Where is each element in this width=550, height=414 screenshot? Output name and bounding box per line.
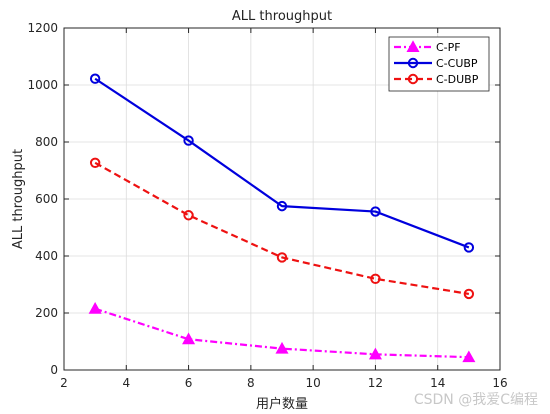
data-point-c-dubp xyxy=(183,210,194,221)
x-axis-ticks: 2 4 6 8 10 12 14 16 xyxy=(60,28,508,390)
y-tick-label: 200 xyxy=(35,306,58,320)
chart-title: ALL throughput xyxy=(232,9,332,24)
data-point-c-dubp xyxy=(89,157,101,169)
legend-entry-c-cubp: C-CUBP xyxy=(394,57,478,70)
legend-label-c-dubp: C-DUBP xyxy=(436,73,479,86)
series-layer xyxy=(88,73,476,363)
x-axis-label: 用户数量 xyxy=(256,396,308,412)
data-point-c-cubp xyxy=(463,242,475,253)
data-point-c-cubp xyxy=(276,200,288,212)
series-line-c-dubp xyxy=(94,161,470,295)
legend-entry-c-pf: C-PF xyxy=(394,40,461,54)
x-tick-label: 16 xyxy=(492,376,507,390)
series-c-cubp xyxy=(89,73,475,253)
y-tick-label: 400 xyxy=(35,249,58,263)
legend-marker-c-pf xyxy=(406,40,420,53)
watermark-text: CSDN @我爱C编程 xyxy=(414,392,538,408)
data-point-c-pf xyxy=(88,301,102,314)
x-tick-label: 10 xyxy=(306,376,321,390)
x-tick-label: 14 xyxy=(430,376,445,390)
legend-label-c-cubp: C-CUBP xyxy=(436,57,478,70)
x-tick-label: 8 xyxy=(247,376,255,390)
x-tick-label: 12 xyxy=(368,376,383,390)
legend-marker-c-dubp xyxy=(407,73,419,85)
x-tick-label: 4 xyxy=(122,376,130,390)
data-point-c-pf xyxy=(275,341,289,354)
legend-marker-c-cubp xyxy=(407,57,419,69)
x-tick-label: 2 xyxy=(60,376,68,390)
series-line-c-cubp xyxy=(94,77,470,249)
legend-entry-c-dubp: C-DUBP xyxy=(394,73,479,86)
data-point-c-dubp xyxy=(370,273,381,284)
legend-label-c-pf: C-PF xyxy=(436,41,461,54)
y-tick-label: 1000 xyxy=(27,78,58,92)
data-point-c-dubp xyxy=(276,252,288,263)
data-point-c-cubp xyxy=(183,135,194,146)
series-line-c-pf xyxy=(94,307,469,359)
y-tick-label: 600 xyxy=(35,192,58,206)
data-point-c-pf xyxy=(462,350,476,363)
series-c-dubp xyxy=(89,157,475,300)
y-tick-label: 800 xyxy=(35,135,58,149)
plot-frame xyxy=(63,27,501,371)
data-point-c-cubp xyxy=(89,73,101,84)
y-tick-label: 0 xyxy=(50,363,58,377)
data-point-c-cubp xyxy=(370,206,381,217)
y-axis-label: ALL throughput xyxy=(11,149,26,249)
x-tick-label: 6 xyxy=(185,376,193,390)
data-point-c-dubp xyxy=(463,288,475,300)
legend: C-PF C-CUBP C-DUBP xyxy=(388,36,490,92)
series-c-pf xyxy=(88,301,476,363)
data-point-c-pf xyxy=(182,332,196,345)
data-point-c-pf xyxy=(368,347,382,360)
y-tick-label: 1200 xyxy=(27,21,58,35)
